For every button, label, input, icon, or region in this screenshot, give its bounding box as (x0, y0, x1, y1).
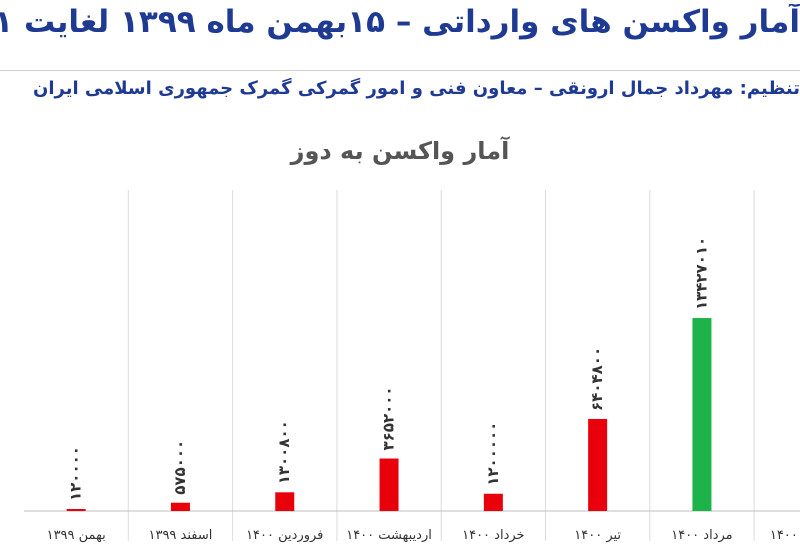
bar (483, 493, 503, 511)
data-label: ۱۲۰۰۰۰۰ (484, 422, 502, 486)
category-label: تیر ۱۴۰۰ (574, 528, 621, 543)
chart-title: آمار واکسن به دوز (290, 137, 510, 165)
page-subtitle: تنظیم: مهرداد جمال ارونقی – معاون فنی و … (32, 78, 800, 99)
bar (379, 458, 399, 511)
header-divider (0, 70, 800, 71)
category-label: اسفند ۱۳۹۹ (148, 528, 212, 543)
page-title: آمار واکسن های وارداتی – ۱۵بهمن ماه ۱۳۹۹… (0, 4, 800, 40)
data-label: ۵۷۵۰۰۰ (171, 440, 189, 495)
bar (692, 318, 712, 511)
bar (66, 509, 86, 511)
data-label: ۱۳۴۲۷۰۱۰ (692, 237, 710, 310)
bar (588, 418, 608, 511)
data-label: ۱۲۰۰۰۰ (67, 446, 85, 501)
category-label: اردیبهشت ۱۴۰۰ (346, 528, 432, 543)
data-label: ۱۳۰۰۸۰۰ (275, 420, 293, 484)
data-label: ۳۶۵۲۰۰۰ (380, 386, 398, 450)
bar (275, 492, 295, 511)
category-label: فروردین ۱۴۰۰ (246, 528, 323, 543)
data-label: ۶۴۰۴۸۰۰ (588, 347, 606, 411)
category-label: مرداد ۱۴۰۰ (671, 528, 732, 543)
category-label: خرداد ۱۴۰۰ (462, 528, 524, 543)
bar (170, 502, 190, 511)
category-label: بهمن ۱۳۹۹ (47, 528, 106, 543)
category-label: شهریور ۱۴۰۰ (770, 528, 800, 543)
